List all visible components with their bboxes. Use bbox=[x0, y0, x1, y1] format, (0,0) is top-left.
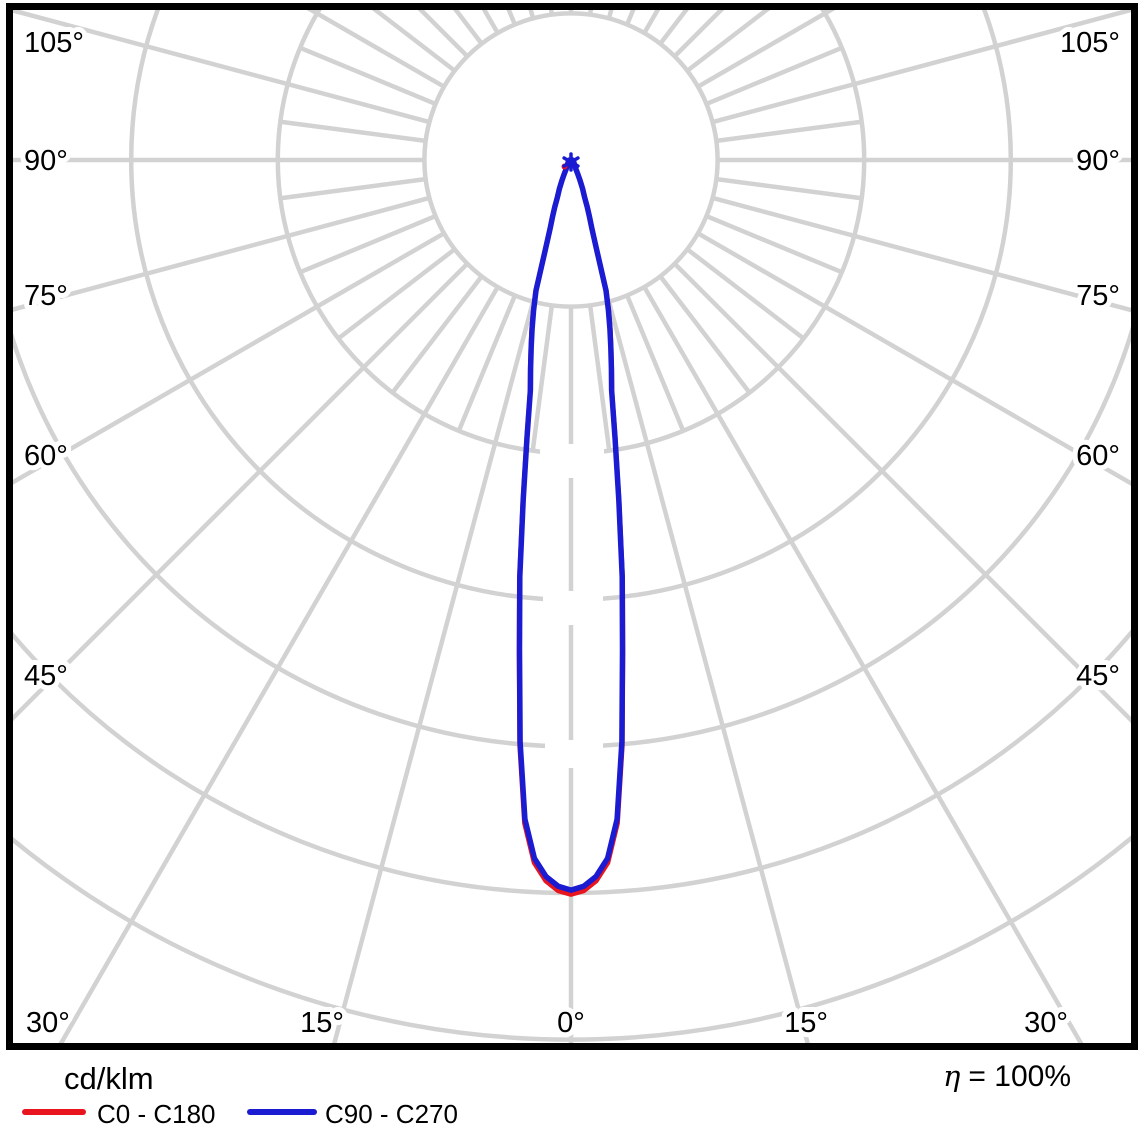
angle-label-bottom: 0° bbox=[557, 1007, 585, 1039]
grid-major-radial bbox=[13, 262, 469, 722]
grid-major-radial bbox=[642, 285, 1084, 1043]
legend-label-c90-c270: C90 - C270 bbox=[325, 1099, 458, 1129]
eta-symbol: η bbox=[943, 1059, 961, 1093]
grid-major-radial bbox=[58, 285, 500, 1043]
angle-label-left: 75° bbox=[24, 280, 68, 312]
angle-label-left: 90° bbox=[24, 145, 68, 177]
ring-value-mask bbox=[545, 740, 603, 768]
curve-c90-c270 bbox=[516, 157, 626, 893]
grid-major-radial bbox=[696, 231, 1131, 486]
grid-major-radial bbox=[712, 195, 1131, 313]
grid-major-radial bbox=[712, 10, 1131, 125]
angle-label-right: 105° bbox=[1060, 27, 1120, 59]
grid-minor-radial bbox=[280, 119, 426, 144]
efficiency-value: = 100% bbox=[968, 1060, 1071, 1093]
grid-minor-radial bbox=[371, 10, 457, 73]
legend-swatch-c0-c180 bbox=[22, 1109, 86, 1115]
grid-minor-radial bbox=[716, 176, 862, 201]
grid-minor-radial bbox=[705, 214, 843, 275]
angle-label-right: 45° bbox=[1076, 660, 1120, 692]
grid-minor-radial bbox=[625, 294, 686, 432]
angle-label-left: 105° bbox=[24, 27, 84, 59]
grid-major-radial bbox=[673, 262, 1131, 724]
grid-minor-radial bbox=[456, 294, 517, 432]
grid-minor-radial bbox=[299, 45, 437, 106]
angle-label-bottom: 15° bbox=[784, 1007, 828, 1039]
grid-minor-radial bbox=[337, 247, 457, 341]
grid-major-radial bbox=[13, 10, 430, 125]
angle-label-bottom: 15° bbox=[300, 1007, 344, 1039]
grid-minor-radial bbox=[390, 274, 484, 394]
angle-label-bottom: 30° bbox=[1024, 1007, 1068, 1039]
grid-minor-radial bbox=[280, 176, 426, 201]
angle-label-right: 60° bbox=[1076, 440, 1120, 472]
grid-minor-radial bbox=[685, 10, 771, 73]
grid-minor-radial bbox=[716, 119, 862, 144]
angle-label-bottom: 30° bbox=[26, 1007, 70, 1039]
ring-value-mask bbox=[543, 591, 603, 625]
grid-major-radial bbox=[332, 301, 536, 1043]
grid-major-radial bbox=[13, 195, 430, 312]
plot-border bbox=[6, 3, 1138, 1050]
apex-marker-star bbox=[562, 152, 580, 172]
ring-value-mask bbox=[540, 444, 604, 478]
legend-swatch-c90-c270 bbox=[247, 1109, 317, 1115]
grid-major-radial bbox=[13, 231, 446, 485]
grid-minor-radial bbox=[658, 10, 689, 46]
grid-minor-radial bbox=[658, 274, 752, 394]
efficiency-label: η = 100% bbox=[943, 1062, 1071, 1092]
grid-major-radial bbox=[606, 301, 810, 1043]
grid-minor-radial bbox=[587, 305, 612, 451]
grid-minor-radial bbox=[299, 214, 437, 275]
unit-label: cd/klm bbox=[64, 1061, 154, 1096]
grid-minor-radial bbox=[530, 305, 555, 451]
angle-label-right: 75° bbox=[1076, 280, 1120, 312]
angle-label-right: 90° bbox=[1076, 145, 1120, 177]
angle-label-left: 60° bbox=[24, 440, 68, 472]
angle-label-left: 45° bbox=[24, 660, 68, 692]
grid-minor-radial bbox=[685, 247, 805, 341]
grid-minor-radial bbox=[453, 10, 484, 46]
legend-label-c0-c180: C0 - C180 bbox=[97, 1099, 216, 1129]
grid-minor-radial bbox=[705, 45, 843, 106]
